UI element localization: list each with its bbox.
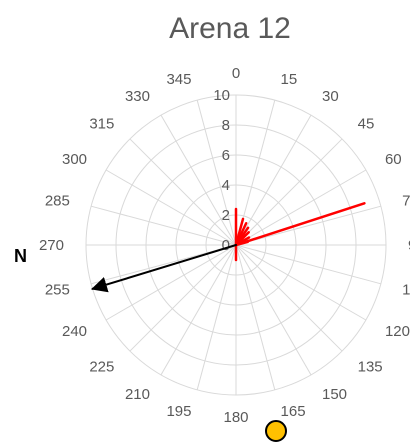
- vectors: [91, 202, 366, 293]
- grid-spoke: [235, 244, 367, 321]
- angle-tick-label: 45: [358, 115, 375, 132]
- angular-axis-labels: 0153045607590105120135150165180195210225…: [39, 65, 410, 426]
- chart-title: Arena 12: [169, 12, 291, 45]
- polar-grid: [85, 94, 387, 396]
- grid-spoke: [196, 99, 237, 246]
- angle-tick-label: 225: [89, 359, 114, 376]
- angle-tick-label: 135: [358, 359, 383, 376]
- angle-tick-label: 255: [45, 282, 70, 299]
- grid-spoke: [235, 205, 382, 246]
- angle-tick-label: 30: [322, 88, 339, 105]
- angle-tick-label: 0: [232, 65, 240, 82]
- angle-tick-label: 345: [166, 71, 191, 88]
- grid-spoke: [105, 169, 237, 246]
- north-label: N: [14, 246, 27, 266]
- grid-ring: [175, 184, 297, 306]
- angle-tick-label: 75: [402, 192, 410, 209]
- angle-tick-label: 180: [223, 409, 248, 426]
- angle-tick-label: 60: [385, 151, 402, 168]
- grid-spoke: [196, 244, 237, 391]
- grid-spoke: [235, 244, 276, 391]
- radial-axis-labels: 0 2 4 6 8 10: [213, 87, 230, 254]
- angle-tick-label: 240: [62, 323, 87, 340]
- grid-spoke: [160, 244, 237, 376]
- radial-tick-label: 0: [222, 237, 230, 254]
- angle-tick-label: 15: [281, 71, 298, 88]
- angle-tick-label: 315: [89, 115, 114, 132]
- grid-ring: [145, 154, 327, 336]
- grid-spoke: [235, 244, 343, 352]
- radial-tick-label: 10: [213, 87, 230, 104]
- grid-ring: [85, 94, 387, 396]
- angle-tick-label: 210: [125, 386, 150, 403]
- angle-tick-label: 120: [385, 323, 410, 340]
- angle-tick-label: 150: [322, 386, 347, 403]
- angle-tick-label: 285: [45, 192, 70, 209]
- grid-spoke: [105, 244, 237, 321]
- radial-tick-label: 6: [222, 147, 230, 164]
- heading-arrow: [91, 244, 237, 293]
- angle-tick-label: 195: [166, 403, 191, 420]
- arena-position-marker: [265, 420, 287, 442]
- angle-tick-label: 300: [62, 151, 87, 168]
- grid-spoke: [90, 205, 237, 246]
- grid-spoke: [235, 244, 312, 376]
- grid-spoke: [235, 244, 382, 285]
- angle-tick-label: 330: [125, 88, 150, 105]
- angle-tick-label: 105: [402, 282, 410, 299]
- grid-spoke: [235, 138, 343, 246]
- radial-tick-label: 2: [222, 207, 230, 224]
- grid-spoke: [160, 114, 237, 246]
- angle-tick-label: 165: [281, 403, 306, 420]
- grid-spoke: [129, 244, 237, 352]
- angle-tick-label: 270: [39, 237, 64, 254]
- grid-ring: [115, 124, 357, 366]
- grid-spoke: [129, 138, 237, 246]
- radial-tick-label: 4: [222, 177, 230, 194]
- direction-vector: [234, 202, 366, 247]
- grid-spoke: [235, 169, 367, 246]
- radial-tick-label: 8: [222, 117, 230, 134]
- angle-tick-label: 90: [408, 237, 410, 254]
- grid-spoke: [235, 114, 312, 246]
